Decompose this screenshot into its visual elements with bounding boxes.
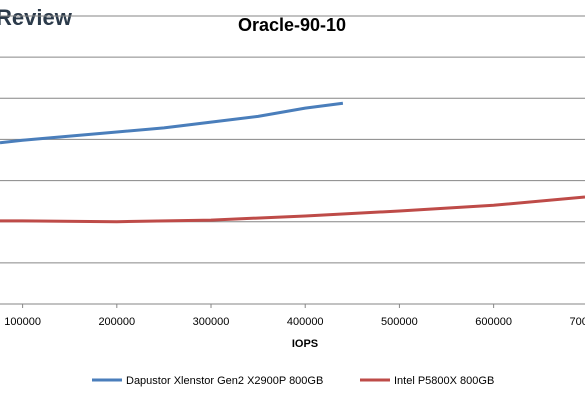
- legend-label: Intel P5800X 800GB: [394, 375, 494, 387]
- x-tick-label: 400000: [287, 316, 324, 328]
- x-tick-label: 500000: [381, 316, 418, 328]
- legend-label: Dapustor Xlenstor Gen2 X2900P 800GB: [126, 375, 323, 387]
- x-tick-label: 600000: [475, 316, 512, 328]
- x-tick-label: 300000: [193, 316, 230, 328]
- x-tick-label: 700000: [569, 316, 585, 328]
- line: [0, 101, 344, 145]
- line: [0, 195, 585, 224]
- x-tick-label: 100000: [4, 316, 41, 328]
- chart-title: Oracle-90-10: [238, 15, 346, 35]
- x-axis-label: IOPS: [292, 338, 318, 350]
- logo: Review: [0, 5, 73, 30]
- x-tick-label: 200000: [98, 316, 135, 328]
